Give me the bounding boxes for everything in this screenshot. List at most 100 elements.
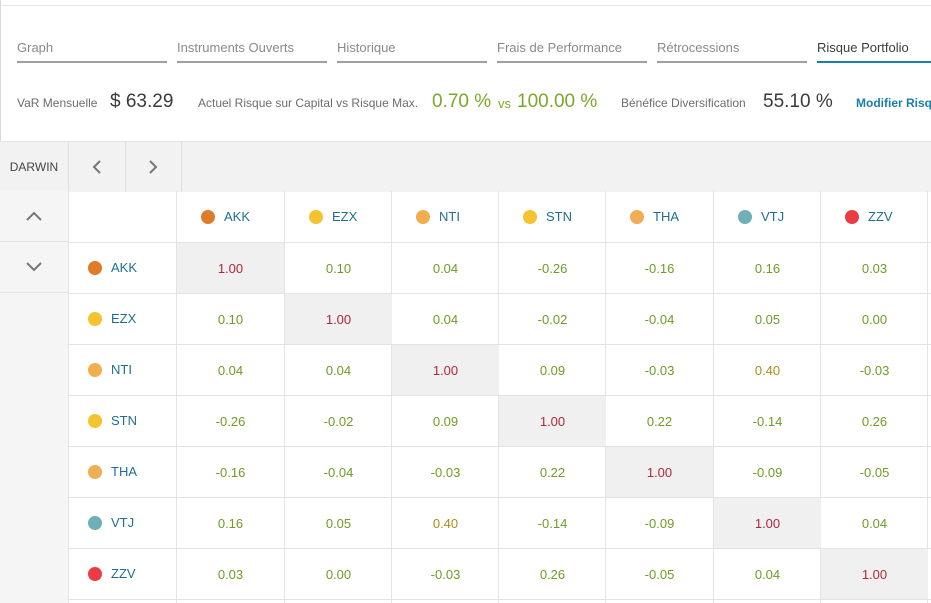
top-border xyxy=(0,5,931,6)
correlation-cell: -0.02 xyxy=(323,413,354,429)
row-divider xyxy=(68,344,931,345)
tab-historique[interactable]: Historique xyxy=(337,40,487,63)
column-header-label: NTI xyxy=(439,209,460,224)
column-header-label: VTJ xyxy=(761,209,785,224)
column-header-label: AKK xyxy=(224,209,251,224)
color-dot-icon xyxy=(88,362,102,377)
color-dot-icon xyxy=(88,566,102,581)
column-header-zzv[interactable]: ZZV xyxy=(845,191,893,242)
color-dot-icon xyxy=(88,260,102,275)
correlation-cell: 1.00 xyxy=(714,498,821,548)
row-divider xyxy=(68,548,931,549)
correlation-cell: -0.26 xyxy=(537,260,568,276)
correlation-cell: 0.22 xyxy=(646,413,673,429)
column-header-tha[interactable]: THA xyxy=(630,191,679,242)
correlation-cell: 1.00 xyxy=(606,447,713,497)
correlation-cell: 0.03 xyxy=(217,566,244,582)
color-dot-icon xyxy=(523,209,537,224)
prev-page-button[interactable] xyxy=(69,142,126,192)
chevron-right-icon xyxy=(149,160,158,174)
correlation-cell: 1.00 xyxy=(821,549,928,599)
color-dot-icon xyxy=(88,464,102,479)
correlation-cell: -0.03 xyxy=(430,566,461,582)
color-dot-icon xyxy=(309,209,323,224)
modify-risk-link[interactable]: Modifier Risq xyxy=(856,96,931,110)
row-header-label: THA xyxy=(111,464,137,479)
correlation-cell: -0.05 xyxy=(859,464,890,480)
tab-frais-de-performance[interactable]: Frais de Performance xyxy=(497,40,647,63)
correlation-cell: 0.26 xyxy=(539,566,566,582)
correlation-cell: 0.16 xyxy=(217,515,244,531)
scroll-down-button[interactable] xyxy=(0,242,68,293)
grid-column-line xyxy=(284,191,285,603)
correlation-cell: 0.04 xyxy=(861,515,888,531)
chevron-down-icon xyxy=(26,262,42,272)
row-header-nti[interactable]: NTI xyxy=(88,344,132,395)
color-dot-icon xyxy=(88,311,102,326)
next-page-button[interactable] xyxy=(125,142,182,192)
correlation-cell: 0.10 xyxy=(217,311,244,327)
row-header-stn[interactable]: STN xyxy=(88,395,137,446)
correlation-cell: 0.40 xyxy=(432,515,459,531)
color-dot-icon xyxy=(88,413,102,428)
correlation-cell: -0.09 xyxy=(644,515,675,531)
risk-label: Actuel Risque sur Capital vs Risque Max. xyxy=(198,96,419,110)
row-header-vtj[interactable]: VTJ xyxy=(88,497,134,548)
scroll-up-button[interactable] xyxy=(0,191,68,242)
row-header-label: VTJ xyxy=(111,515,135,530)
column-header-ezx[interactable]: EZX xyxy=(309,191,357,242)
color-dot-icon xyxy=(201,209,215,224)
row-header-label: EZX xyxy=(111,311,137,326)
correlation-cell: -0.05 xyxy=(644,566,675,582)
correlation-cell: 0.04 xyxy=(325,362,352,378)
correlation-cell: 1.00 xyxy=(499,396,606,446)
column-header-nti[interactable]: NTI xyxy=(416,191,460,242)
color-dot-icon xyxy=(738,209,752,224)
grid-column-line xyxy=(391,191,392,603)
correlation-cell: 1.00 xyxy=(177,243,284,293)
column-header-label: ZZV xyxy=(868,209,893,224)
diversification-value: 55.10 % xyxy=(763,91,833,112)
column-header-vtj[interactable]: VTJ xyxy=(738,191,784,242)
correlation-cell: 0.04 xyxy=(754,566,781,582)
column-header-label: EZX xyxy=(332,209,358,224)
column-header-label: STN xyxy=(546,209,572,224)
correlation-cell: 0.04 xyxy=(432,260,459,276)
correlation-cell: -0.03 xyxy=(859,362,890,378)
correlation-cell: 1.00 xyxy=(392,345,499,395)
row-header-label: STN xyxy=(111,413,137,428)
correlation-cell: 0.26 xyxy=(861,413,888,429)
row-divider xyxy=(68,395,931,396)
correlation-cell: -0.03 xyxy=(430,464,461,480)
row-header-tha[interactable]: THA xyxy=(88,446,137,497)
correlation-cell: 0.22 xyxy=(539,464,566,480)
chevron-up-icon xyxy=(26,211,42,221)
correlation-cell: 0.00 xyxy=(325,566,352,582)
risk-summary: VaR Mensuelle $ 63.29 Actuel Risque sur … xyxy=(17,88,931,118)
row-header-akk[interactable]: AKK xyxy=(88,242,137,293)
var-value: $ 63.29 xyxy=(110,91,174,112)
column-header-stn[interactable]: STN xyxy=(523,191,572,242)
tab-graph[interactable]: Graph xyxy=(17,40,167,63)
correlation-cell: 0.05 xyxy=(754,311,781,327)
row-header-label: NTI xyxy=(111,362,132,377)
correlation-cell: 0.09 xyxy=(539,362,566,378)
tab-instruments-ouverts[interactable]: Instruments Ouverts xyxy=(177,40,327,63)
correlation-cell: 0.03 xyxy=(861,260,888,276)
correlation-cell: -0.09 xyxy=(752,464,783,480)
column-header-akk[interactable]: AKK xyxy=(201,191,250,242)
risk-max-value: 100.00 % xyxy=(517,91,598,112)
row-header-label: AKK xyxy=(111,260,138,275)
row-header-zzv[interactable]: ZZV xyxy=(88,548,136,599)
chevron-left-icon xyxy=(92,160,101,174)
correlation-cell: 0.05 xyxy=(325,515,352,531)
correlation-cell: -0.04 xyxy=(323,464,354,480)
var-label: VaR Mensuelle xyxy=(17,96,98,110)
tab-risque-portfolio[interactable]: Risque Portfolio xyxy=(817,40,931,63)
correlation-cell: -0.02 xyxy=(537,311,568,327)
tab-retrocessions[interactable]: Rétrocessions xyxy=(657,40,807,63)
row-header-ezx[interactable]: EZX xyxy=(88,293,136,344)
risk-current-value: 0.70 % xyxy=(432,91,492,112)
risk-vs-text: vs xyxy=(498,96,511,111)
correlation-cell: -0.04 xyxy=(644,311,675,327)
